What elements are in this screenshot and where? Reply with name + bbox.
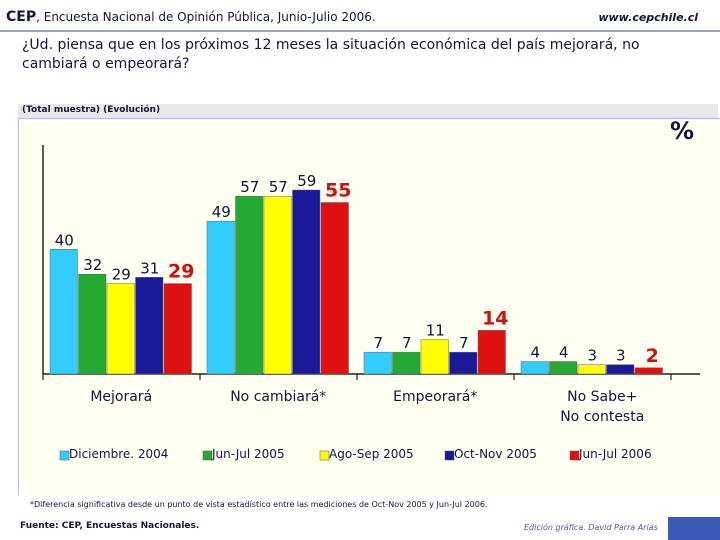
legend-swatch (59, 450, 70, 461)
data-label: 4 (559, 344, 569, 362)
bar-4-4 (606, 364, 635, 375)
bar-4-5 (634, 367, 663, 375)
bar-1-1 (49, 249, 78, 375)
data-label: 7 (459, 334, 469, 352)
data-label: 7 (373, 334, 383, 352)
footnote: *Diferencia significativa desde un punto… (30, 500, 488, 509)
bar-3-2 (392, 351, 421, 375)
data-label: 2 (646, 345, 659, 367)
bar-3-1 (363, 351, 392, 375)
legend-label: Oct-Nov 2005 (454, 447, 537, 461)
data-label: 29 (112, 266, 131, 284)
chart-panel (18, 118, 720, 495)
data-label: 31 (140, 259, 159, 277)
data-label: 49 (212, 203, 231, 221)
data-label: 55 (325, 179, 351, 201)
legend-swatch (569, 450, 580, 461)
bar-2-3 (263, 195, 292, 375)
data-label: 40 (55, 231, 74, 249)
legend-swatch (319, 450, 330, 461)
header-divider (0, 30, 720, 32)
header-subtitle: , Encuesta Nacional de Opinión Pública, … (36, 10, 376, 24)
data-label: 57 (269, 178, 288, 196)
bar-1-4 (135, 277, 164, 375)
category-label: No cambiará* (230, 389, 326, 405)
data-label: 11 (426, 322, 445, 340)
data-label: 59 (297, 172, 316, 190)
website-link[interactable]: www.cepchile.cl (598, 11, 698, 24)
category-label: Mejorará (90, 389, 152, 405)
source-label: Fuente: CEP, Encuestas Nacionales. (20, 521, 199, 531)
percent-symbol: % (670, 117, 695, 145)
data-label: 57 (240, 178, 259, 196)
bar-3-4 (449, 351, 478, 375)
data-label: 32 (83, 256, 102, 274)
data-label: 7 (402, 334, 412, 352)
bar-1-2 (78, 273, 107, 375)
data-label: 3 (616, 347, 626, 365)
header-org: CEP (6, 9, 37, 25)
sample-label: (Total muestra) (Evolución) (22, 105, 161, 115)
category-label: Empeorará* (393, 389, 477, 405)
bar-2-1 (206, 220, 235, 375)
sample-label-bar (18, 104, 718, 118)
corner-decoration (668, 517, 720, 540)
bar-3-3 (420, 339, 449, 375)
bar-4-2 (549, 361, 578, 375)
bar-1-3 (106, 283, 135, 375)
bar-2-5 (320, 202, 349, 375)
legend-swatch (444, 450, 455, 461)
bar-1-5 (163, 283, 192, 375)
bar-4-3 (577, 364, 606, 375)
legend-swatch (202, 450, 213, 461)
legend-label: Jun-Jul 2005 (211, 447, 285, 461)
bar-4-1 (520, 361, 549, 375)
bar-2-4 (292, 189, 321, 375)
header-title: CEP, Encuesta Nacional de Opinión Públic… (6, 9, 376, 25)
legend-label: Diciembre. 2004 (69, 447, 168, 461)
bar-2-2 (235, 195, 264, 375)
data-label: 29 (168, 261, 194, 283)
survey-question: ¿Ud. piensa que en los próximos 12 meses… (22, 37, 640, 72)
data-label: 3 (587, 347, 597, 365)
data-label: 14 (482, 307, 508, 329)
category-label: No Sabe+ No contesta (560, 389, 644, 425)
bar-3-5 (477, 330, 506, 375)
source-text: Fuente: CEP, Encuestas Nacionales. (20, 521, 200, 531)
legend-label: Ago-Sep 2005 (329, 447, 414, 461)
legend-label: Jun-Jul 2006 (578, 447, 652, 461)
data-label: 4 (530, 344, 540, 362)
credit-label: Edición gráfica. David Parra Arias (524, 523, 658, 532)
